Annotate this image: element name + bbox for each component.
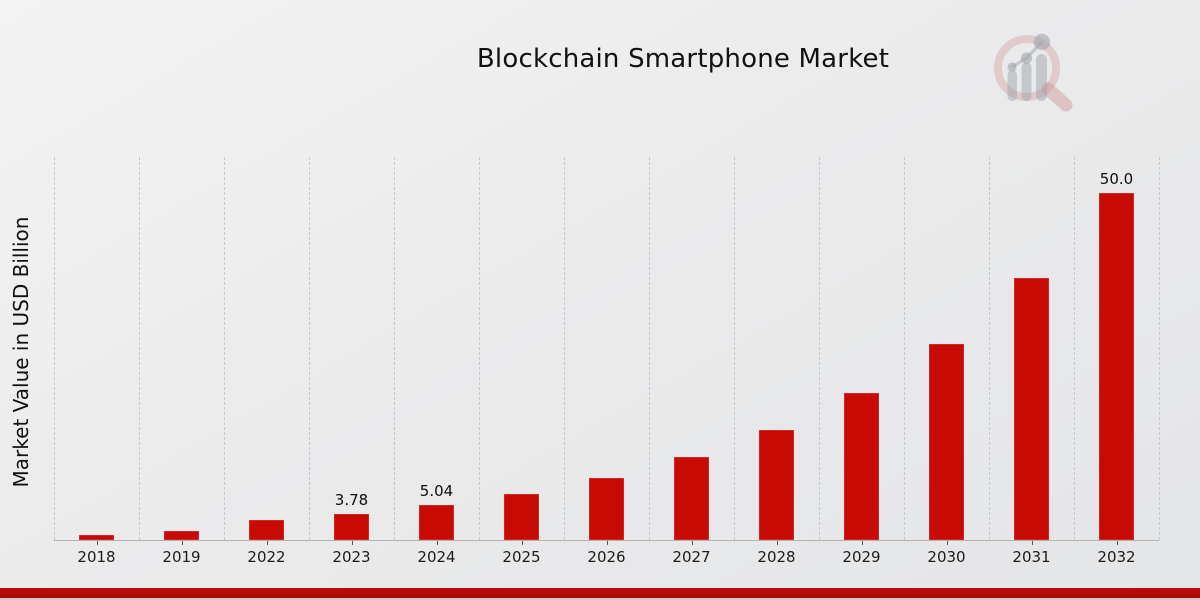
x-tick-label: 2032 bbox=[1097, 548, 1136, 566]
x-axis-line bbox=[54, 540, 1159, 541]
bar bbox=[419, 505, 454, 540]
bar bbox=[79, 535, 114, 540]
axis-tick bbox=[1116, 541, 1118, 545]
gridline bbox=[904, 157, 905, 540]
axis-tick bbox=[776, 541, 778, 545]
x-tick-label: 2023 bbox=[332, 548, 371, 566]
y-axis-label: Market Value in USD Billion bbox=[9, 216, 33, 488]
chart-title: Blockchain Smartphone Market bbox=[476, 44, 890, 74]
axis-tick bbox=[351, 541, 353, 545]
axis-tick bbox=[1031, 541, 1033, 545]
bar bbox=[504, 494, 539, 540]
bar bbox=[1014, 278, 1049, 540]
gridline bbox=[649, 157, 650, 540]
gridline bbox=[819, 157, 820, 540]
x-tick-label: 2028 bbox=[757, 548, 796, 566]
gridline bbox=[1074, 157, 1075, 540]
x-tick-label: 2019 bbox=[162, 548, 201, 566]
axis-tick bbox=[946, 541, 948, 545]
x-tick-label: 2031 bbox=[1012, 548, 1051, 566]
axis-tick bbox=[436, 541, 438, 545]
bar bbox=[844, 393, 879, 540]
x-tick-label: 2025 bbox=[502, 548, 541, 566]
axis-tick bbox=[606, 541, 608, 545]
footer-edge-line bbox=[0, 598, 1200, 600]
axis-tick bbox=[691, 541, 693, 545]
gridline bbox=[564, 157, 565, 540]
magnifier-bar-chart-logo-icon bbox=[994, 33, 1073, 112]
gridline bbox=[1159, 157, 1160, 540]
axis-tick bbox=[181, 541, 183, 545]
x-tick-label: 2026 bbox=[587, 548, 626, 566]
x-tick-label: 2029 bbox=[842, 548, 881, 566]
bar bbox=[1099, 193, 1134, 540]
footer-accent-bar bbox=[0, 588, 1200, 598]
gridline bbox=[734, 157, 735, 540]
bar-value-label: 50.0 bbox=[1099, 170, 1134, 188]
bar-value-label: 3.78 bbox=[334, 491, 369, 509]
gridline bbox=[54, 157, 55, 540]
gridline bbox=[989, 157, 990, 540]
gridline bbox=[479, 157, 480, 540]
x-tick-label: 2022 bbox=[247, 548, 286, 566]
x-tick-label: 2018 bbox=[77, 548, 116, 566]
gridline bbox=[394, 157, 395, 540]
bar bbox=[759, 430, 794, 540]
bar bbox=[164, 531, 199, 540]
axis-tick bbox=[861, 541, 863, 545]
axis-tick bbox=[266, 541, 268, 545]
bar bbox=[249, 520, 284, 540]
gridline bbox=[224, 157, 225, 540]
bar bbox=[674, 457, 709, 540]
bar bbox=[589, 478, 624, 540]
x-tick-label: 2024 bbox=[417, 548, 456, 566]
gridline bbox=[139, 157, 140, 540]
gridline bbox=[309, 157, 310, 540]
bar-value-label: 5.04 bbox=[419, 482, 454, 500]
bar bbox=[334, 514, 369, 540]
axis-tick bbox=[521, 541, 523, 545]
bar bbox=[929, 344, 964, 540]
x-tick-label: 2027 bbox=[672, 548, 711, 566]
x-tick-label: 2030 bbox=[927, 548, 966, 566]
axis-tick bbox=[96, 541, 98, 545]
